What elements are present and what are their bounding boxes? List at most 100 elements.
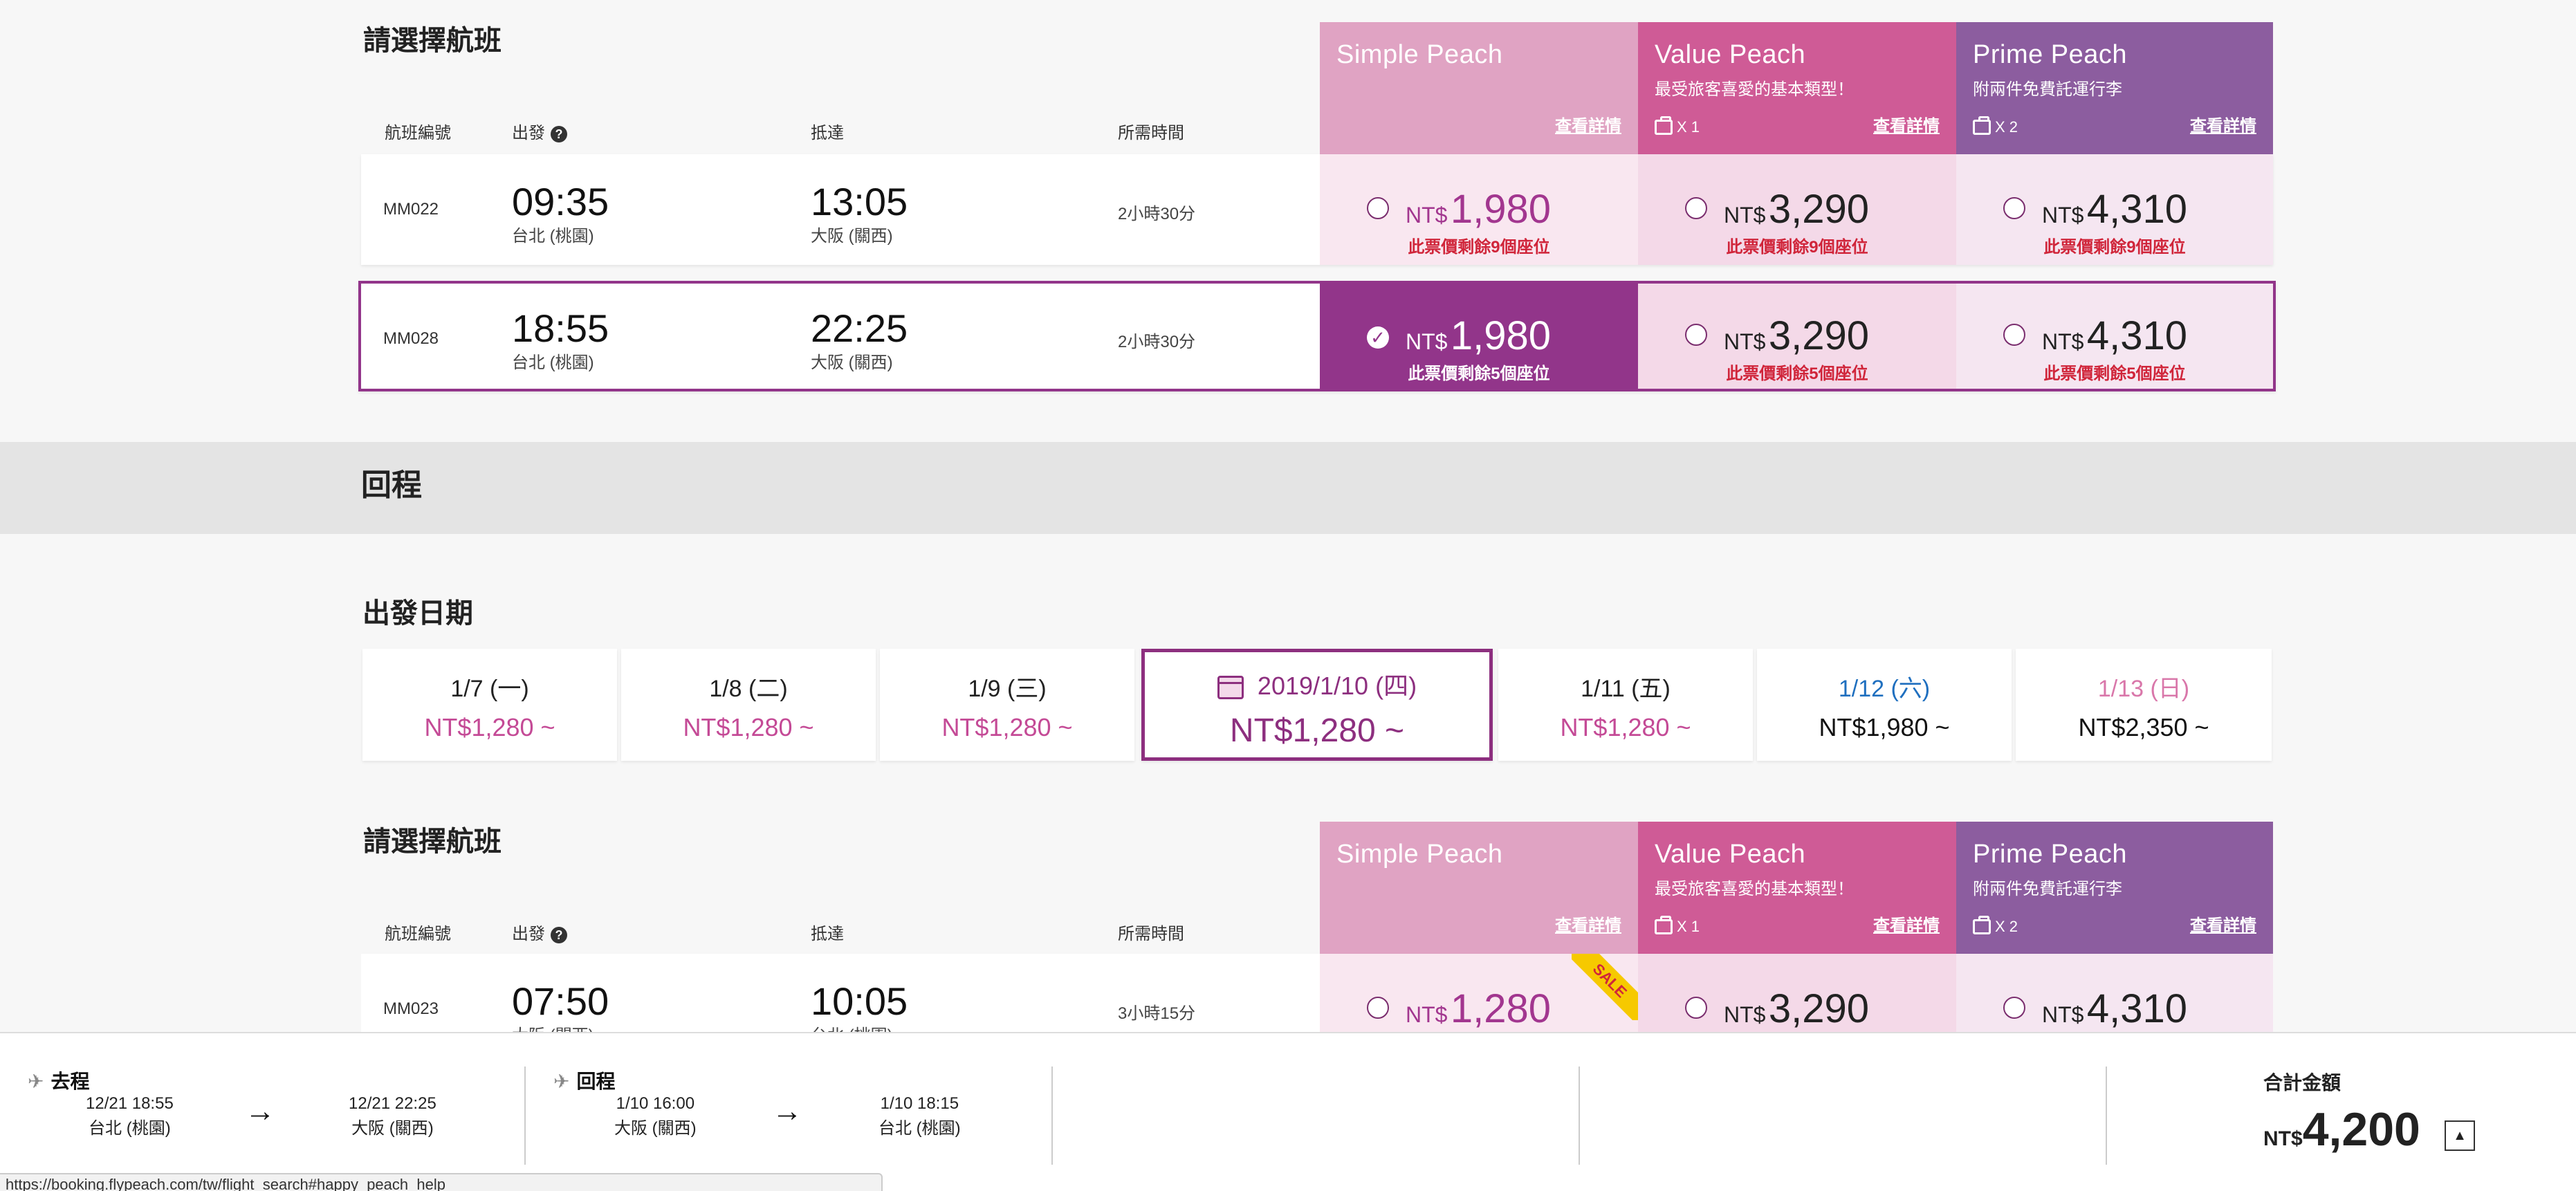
summary-depart-time: 1/10 16:00 [616,1094,695,1113]
summary-depart-time: 12/21 18:55 [86,1094,174,1113]
col-depart-label: 出發 [512,124,545,142]
fare-detail-link[interactable]: 查看詳情 [1873,117,1940,136]
flight-row-selected[interactable]: MM028 18:55 台北 (桃園) 22:25 大阪 (關西) 2小時30分… [358,281,2276,391]
flight-number: MM022 [383,200,439,219]
fare-radio[interactable] [2003,197,2025,219]
fare-price: NT$ 4,310 [2042,986,2187,1032]
fare-cell-value[interactable]: NT$ 3,290 [1638,954,1956,1035]
fare-detail-link[interactable]: 查看詳情 [2190,916,2256,935]
amount: 3,290 [1768,313,1870,358]
fare-name: Simple Peach [1336,840,1503,869]
help-icon[interactable]: ? [551,926,567,943]
inbound-section: 請選擇航班 航班編號 出發? 抵達 所需時間 Simple Peach 查看詳情… [361,800,2273,1035]
date-tile[interactable]: 1/11 (五) NT$1,280 ~ [1498,649,1753,761]
luggage-icon [1655,916,1673,934]
fare-price: NT$ 1,980 [1406,186,1551,232]
summary-outbound: ✈ 去程 12/21 18:55 台北 (桃園) → 12/21 22:25 大阪 (… [28,1067,512,1138]
summary-label: ✈ 回程 [553,1067,1038,1094]
help-icon[interactable]: ? [551,125,567,142]
fare-cell-prime[interactable]: NT$ 4,310 [1956,954,2273,1035]
plane-icon: ✈ [553,1071,570,1092]
flight-row[interactable]: MM023 07:50 大阪 (關西) 10:05 台北 (桃園) 3小時15分… [361,954,2273,1035]
fare-header-prime: Prime Peach 附兩件免費託運行李 X 2 查看詳情 [1956,822,2273,954]
fare-radio[interactable] [1685,197,1707,219]
date-price: NT$2,350 ~ [2078,713,2209,741]
date-tile[interactable]: 1/8 (二) NT$1,280 ~ [621,649,876,761]
total-currency: NT$ [2263,1127,2303,1150]
fare-detail-link[interactable]: 查看詳情 [1555,916,1621,935]
currency: NT$ [2042,203,2084,228]
date-label: 2019/1/10 (四) [1257,672,1417,700]
fare-radio[interactable] [1685,997,1707,1019]
amount: 3,290 [1768,986,1870,1031]
fare-detail-link[interactable]: 查看詳情 [2190,117,2256,136]
booking-summary-footer: ✈ 去程 12/21 18:55 台北 (桃園) → 12/21 22:25 大阪 (… [0,1032,2576,1191]
depart-time: 18:55 [512,306,609,350]
luggage-icon [1655,116,1673,135]
date-price: NT$1,280 ~ [683,713,814,741]
divider [1051,1067,1053,1165]
currency: NT$ [1406,1002,1448,1027]
date-label: 1/11 (五) [1581,676,1671,702]
date-price: NT$1,280 ~ [1229,712,1405,749]
divider [524,1067,526,1165]
fare-price: NT$ 4,310 [2042,186,2187,232]
currency: NT$ [2042,1002,2084,1027]
date-label: 1/12 (六) [1838,676,1931,702]
fare-cell-value[interactable]: NT$ 3,290 此票價剩餘5個座位 [1638,284,1956,389]
arrive-airport: 大阪 (關西) [811,227,893,246]
currency: NT$ [1724,1002,1766,1027]
total-label: 合計金額 [2263,1072,2342,1093]
amount: 1,980 [1450,313,1552,358]
amount: 3,290 [1768,187,1870,232]
fare-radio[interactable] [1685,324,1707,346]
date-tile[interactable]: 1/13 (日) NT$2,350 ~ [2016,649,2272,761]
flight-row[interactable]: MM022 09:35 台北 (桃園) 13:05 大阪 (關西) 2小時30分… [361,154,2273,265]
fare-radio[interactable] [2003,324,2025,346]
fare-price: NT$ 3,290 [1724,986,1869,1032]
duration: 3小時15分 [1118,1004,1196,1023]
date-label: 1/13 (日) [2097,676,2190,702]
fare-radio[interactable] [1367,997,1389,1019]
currency: NT$ [1406,203,1448,228]
date-tile[interactable]: 1/12 (六) NT$1,980 ~ [1757,649,2012,761]
fare-cell-prime[interactable]: NT$ 4,310 此票價剩餘9個座位 [1956,154,2273,265]
section-title: 請選擇航班 [363,827,502,857]
return-band: 回程 [0,442,2576,534]
baggage-info: X 2 [1973,916,2018,936]
expand-summary-button[interactable]: ▲ [2445,1120,2475,1151]
baggage-info: X 2 [1973,116,2018,136]
fare-detail-link[interactable]: 查看詳情 [1873,916,1940,935]
fare-radio[interactable] [2003,997,2025,1019]
date-tile-selected[interactable]: 2019/1/10 (四) NT$1,280 ~ [1141,649,1493,761]
date-tile[interactable]: 1/7 (一) NT$1,280 ~ [362,649,617,761]
fare-cell-simple[interactable]: NT$ 1,980 此票價剩餘9個座位 [1320,154,1638,265]
date-label: 1/9 (三) [968,676,1047,702]
fare-radio[interactable] [1367,197,1389,219]
currency: NT$ [2042,329,2084,354]
fare-subtitle: 最受旅客喜愛的基本類型！ [1655,80,1854,99]
summary-arrive-port: 台北 (桃園) [878,1119,961,1138]
fare-cell-value[interactable]: NT$ 3,290 此票價剩餘9個座位 [1638,154,1956,265]
fare-cell-simple[interactable]: NT$ 1,280 SALE [1320,954,1638,1035]
fare-price: NT$ 3,290 [1724,313,1869,359]
fare-name: Prime Peach [1973,40,2128,69]
fare-cell-prime[interactable]: NT$ 4,310 此票價剩餘5個座位 [1956,284,2273,389]
date-tile[interactable]: 1/9 (三) NT$1,280 ~ [880,649,1134,761]
arrive-time: 13:05 [811,180,908,223]
summary-arrive-port: 大阪 (關西) [351,1119,434,1138]
check-icon[interactable]: ✓ [1367,326,1389,349]
date-label: 1/7 (一) [450,676,529,702]
fare-cell-simple[interactable]: ✓ NT$ 1,980 此票價剩餘5個座位 [1320,284,1638,389]
amount: 4,310 [2086,313,2188,358]
fare-price: NT$ 4,310 [2042,313,2187,359]
summary-label-text: 去程 [50,1071,90,1092]
date-price: NT$1,280 ~ [424,713,555,741]
fare-header-simple: Simple Peach 查看詳情 [1320,822,1638,954]
depart-airport: 台北 (桃園) [512,227,594,246]
seats-left: 此票價剩餘5個座位 [2043,364,2186,383]
fare-detail-link[interactable]: 查看詳情 [1555,117,1621,136]
summary-depart: 1/10 16:00 大阪 (關西) [614,1091,697,1141]
fare-name: Simple Peach [1336,40,1503,69]
sale-ribbon: SALE [1572,954,1638,1020]
